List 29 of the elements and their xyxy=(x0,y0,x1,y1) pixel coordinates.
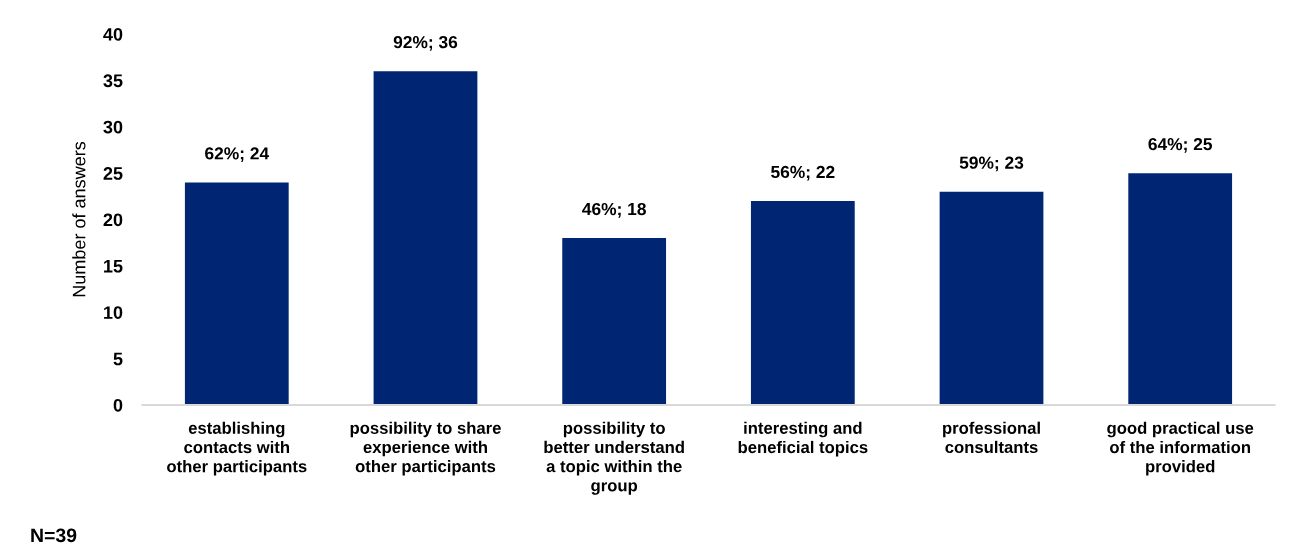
y-tick-label: 35 xyxy=(103,74,123,88)
bar xyxy=(1128,173,1233,405)
bar xyxy=(939,191,1044,405)
y-tick-label: 0 xyxy=(113,398,123,412)
bar xyxy=(562,238,667,405)
bar xyxy=(373,71,478,405)
x-tick-label: possibility to share experience with other participants xyxy=(350,421,501,476)
data-label: 92%; 36 xyxy=(393,35,458,51)
data-label: 59%; 23 xyxy=(959,156,1024,172)
x-tick-label: establishing contacts with other participants xyxy=(167,421,307,476)
y-tick-label: 20 xyxy=(103,213,123,227)
y-tick-label: 40 xyxy=(103,27,123,41)
data-label: 64%; 25 xyxy=(1148,137,1213,153)
y-tick-label: 15 xyxy=(104,260,123,273)
y-tick-label: 10 xyxy=(104,306,123,319)
bar xyxy=(184,182,289,405)
data-label: 62%; 24 xyxy=(205,147,270,163)
y-tick-label: 5 xyxy=(113,352,123,366)
text: N=39 xyxy=(31,528,77,543)
data-label: 56%; 22 xyxy=(771,165,835,181)
y-tick-label: 30 xyxy=(103,120,123,134)
y-tick-label: 25 xyxy=(103,167,123,180)
x-tick-label: interesting and beneficial topics xyxy=(738,421,868,457)
x-tick-label: possibility to better understand a topic within the group xyxy=(544,421,684,495)
data-label: 46%; 18 xyxy=(582,202,646,218)
bar xyxy=(750,200,855,405)
x-tick-label: good practical use of the information provided xyxy=(1107,421,1254,476)
x-tick-label: professional consultants xyxy=(943,421,1040,454)
y-axis-title: Number of answers xyxy=(72,141,86,297)
